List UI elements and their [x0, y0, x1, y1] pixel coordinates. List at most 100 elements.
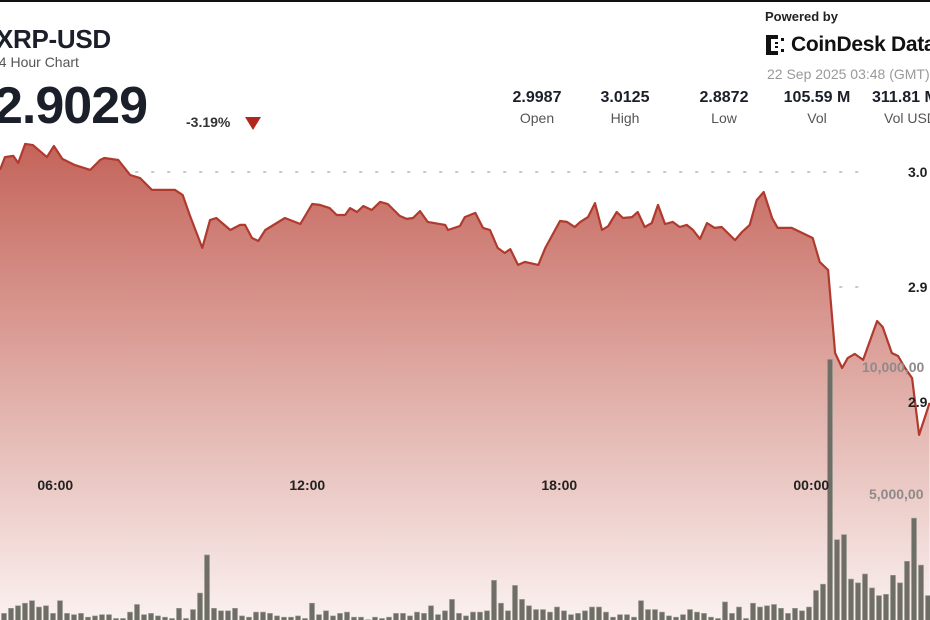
volume-bar	[246, 616, 252, 620]
volume-bar	[925, 595, 930, 620]
volume-bar	[43, 605, 49, 620]
volume-bar	[141, 614, 147, 620]
volume-bar	[484, 610, 490, 620]
volume-bar	[225, 610, 231, 620]
volume-bar	[239, 615, 245, 620]
volume-bar	[764, 605, 770, 620]
volume-bar	[323, 610, 329, 620]
symbol-title: XRP-USD	[0, 24, 111, 54]
volume-bar	[281, 616, 287, 620]
volume-bar	[792, 607, 798, 620]
price-change: -3.19%	[186, 114, 231, 130]
volume-bar	[204, 554, 210, 620]
volume-bar	[687, 609, 693, 620]
time-tick-label: 06:00	[37, 477, 73, 493]
volume-bar	[890, 574, 896, 620]
time-tick-label: 12:00	[289, 477, 325, 493]
volume-bar	[799, 610, 805, 620]
volume-bar	[610, 616, 616, 620]
volume-bar	[134, 604, 140, 620]
volume-bar	[176, 607, 182, 620]
volume-bar	[680, 614, 686, 620]
volume-bar	[876, 595, 882, 620]
stat-value: 2.9987	[512, 89, 562, 106]
price-area-fill	[0, 143, 930, 620]
volume-bar	[78, 613, 84, 620]
volume-bar	[267, 613, 273, 620]
stat-value: 3.0125	[600, 89, 650, 106]
volume-bars	[1, 359, 930, 620]
volume-bar	[820, 583, 826, 620]
time-tick-label: 00:00	[793, 477, 829, 493]
volume-bar	[22, 602, 28, 620]
volume-bar	[421, 613, 427, 620]
powered-by-label: Powered by	[765, 9, 838, 24]
volume-bar	[148, 613, 154, 620]
volume-bar	[456, 613, 462, 620]
volume-bar	[491, 580, 497, 620]
volume-bar	[218, 610, 224, 620]
volume-bar	[414, 611, 420, 620]
volume-bar	[659, 611, 665, 620]
price-tick-label: 3.0	[908, 164, 928, 180]
volume-bar	[211, 607, 217, 620]
stat-open: 2.9987 Open	[487, 89, 587, 126]
volume-bar	[862, 573, 868, 620]
volume-bar	[526, 605, 532, 620]
volume-bar	[806, 606, 812, 620]
volume-bar	[673, 616, 679, 620]
volume-bar	[554, 606, 560, 620]
volume-bar	[463, 615, 469, 620]
volume-bar	[855, 582, 861, 620]
volume-bar	[869, 587, 875, 620]
stat-label: Low	[711, 110, 737, 126]
volume-bar	[85, 616, 91, 620]
volume-bar	[127, 611, 133, 620]
volume-bar	[330, 615, 336, 620]
timestamp: 22 Sep 2025 03:48 (GMT)	[767, 66, 930, 82]
volume-bar	[736, 606, 742, 620]
volume-bar	[666, 615, 672, 620]
volume-bar	[750, 602, 756, 620]
coindesk-data-logo: CoinDesk Data	[765, 33, 930, 57]
logo-text: CoinDesk Data	[791, 33, 930, 56]
volume-bar	[344, 611, 350, 620]
volume-bar	[589, 606, 595, 620]
volume-bar	[309, 602, 315, 620]
volume-bar	[29, 600, 35, 620]
volume-bar	[197, 592, 203, 620]
stat-value: 311.81 M	[872, 89, 930, 106]
volume-bar	[400, 613, 406, 620]
volume-bar	[694, 611, 700, 620]
volume-bar	[897, 582, 903, 620]
volume-bar	[841, 534, 847, 620]
volume-bar	[596, 606, 602, 620]
top-border	[0, 0, 930, 2]
volume-bar	[533, 609, 539, 620]
volume-bar	[449, 599, 455, 620]
axis-labels: 3.0 2.9 2.9 10,000,00 5,000,00 06:00 12:00 18:0…	[37, 164, 927, 502]
volume-bar	[407, 615, 413, 620]
down-arrow-icon	[245, 117, 261, 130]
volume-bar	[778, 607, 784, 620]
volume-bar	[106, 614, 112, 620]
volume-bar	[848, 578, 854, 620]
volume-bar	[442, 610, 448, 620]
volume-bar	[260, 611, 266, 620]
volume-bar	[64, 613, 70, 620]
stat-label: High	[610, 110, 640, 126]
volume-bar	[722, 601, 728, 620]
volume-bar	[575, 613, 581, 620]
volume-bar	[57, 600, 63, 620]
volume-bar	[645, 609, 651, 620]
volume-bar	[519, 599, 525, 620]
stat-vol: 105.59 M Vol	[767, 89, 867, 126]
chart-subtitle: 24 Hour Chart	[0, 54, 79, 70]
volume-bar	[358, 616, 364, 620]
volume-bar	[904, 561, 910, 620]
volume-tick-label: 10,000,00	[862, 359, 924, 375]
volume-bar	[435, 614, 441, 620]
volume-bar	[624, 614, 630, 620]
volume-bar	[1, 613, 7, 620]
price-tick-label: 2.9	[908, 394, 928, 410]
